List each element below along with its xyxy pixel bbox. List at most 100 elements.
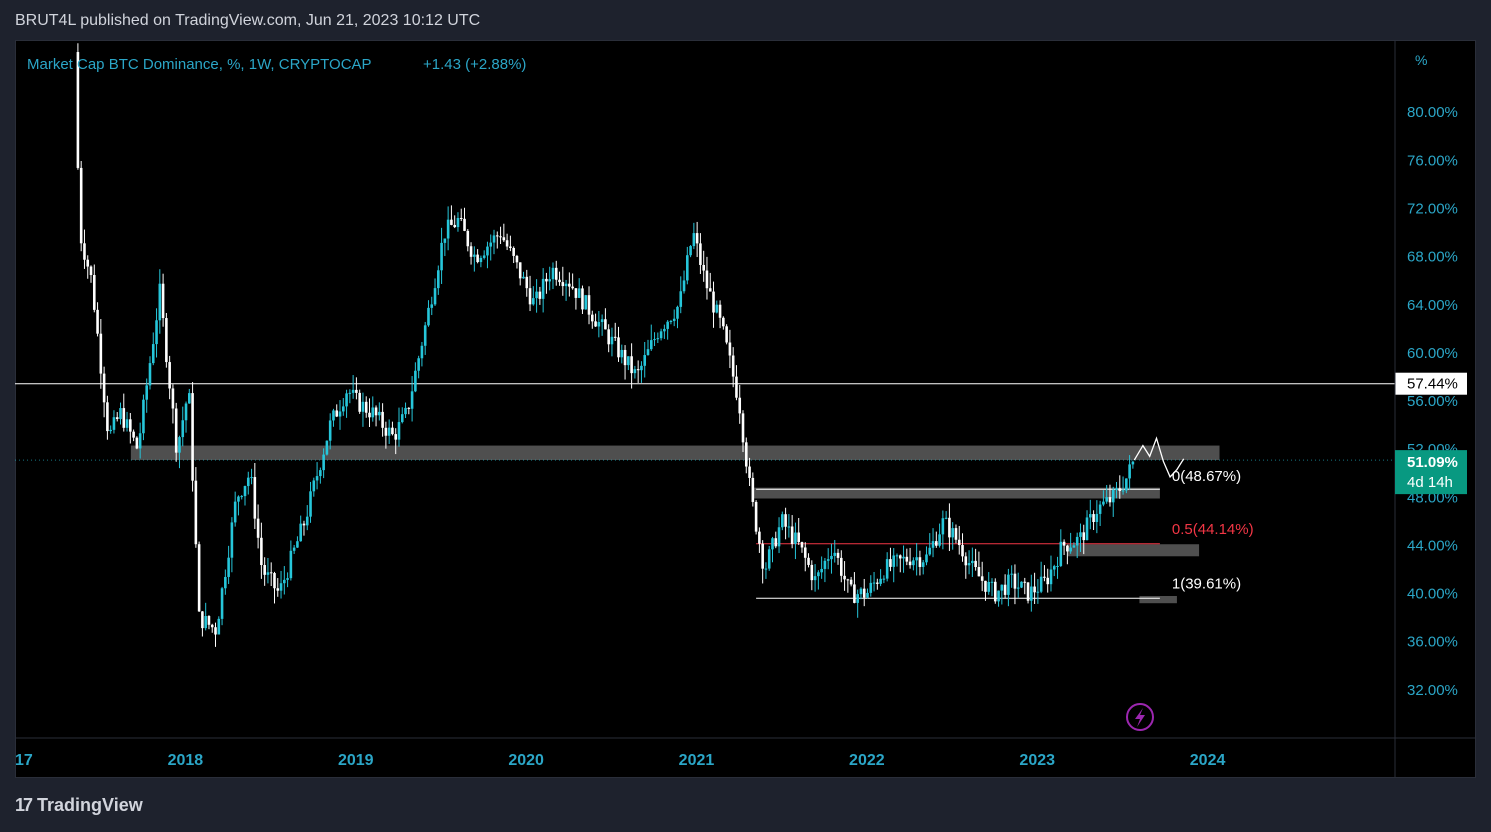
candle [830, 543, 833, 574]
candle [718, 300, 722, 329]
zone-3[interactable] [1067, 544, 1200, 557]
candle [492, 229, 496, 255]
candle [767, 545, 771, 571]
candle [102, 366, 106, 418]
y-tick-label: 44.00% [1407, 537, 1458, 554]
candle [479, 255, 483, 268]
candle [1108, 484, 1112, 507]
candle [138, 422, 142, 459]
candle [515, 254, 519, 269]
candle [129, 412, 132, 444]
candle [823, 557, 827, 583]
candle [404, 402, 407, 419]
candles-layer [76, 43, 1135, 647]
y-tick-label: 56.00% [1407, 393, 1458, 410]
candle [597, 311, 601, 338]
x-tick-label: 2022 [849, 752, 885, 769]
candle [112, 410, 116, 434]
candle [1052, 564, 1056, 577]
time-axis: 2017 2018 2019 2020 2021 2022 2023 2024 [15, 752, 1225, 769]
btc-dominance-chart[interactable]: 57.44% 0(48.67%) 0.5(44.14%) 1(39.61%) 80.0… [15, 40, 1476, 778]
candle [197, 541, 201, 612]
candle [119, 402, 122, 425]
candle [590, 310, 594, 329]
candle [427, 300, 430, 327]
candle [944, 511, 948, 520]
candle [443, 238, 447, 257]
candle [456, 212, 460, 232]
candle [273, 571, 276, 604]
candle [744, 437, 748, 474]
candle [935, 531, 938, 548]
candle [269, 562, 273, 587]
y-unit-label: % [1415, 52, 1427, 68]
candle [302, 520, 306, 536]
y-tick-label: 64.00% [1407, 297, 1458, 314]
y-tick-label: 72.00% [1407, 200, 1458, 217]
x-tick-label: 2021 [679, 752, 715, 769]
candle [754, 500, 758, 535]
legend-symbol[interactable]: Market Cap BTC Dominance, %, 1W, CRYPTOC… [27, 56, 372, 73]
candle [512, 246, 515, 264]
candle [869, 575, 873, 597]
chart-pane[interactable] [15, 40, 1476, 778]
candle [243, 485, 247, 506]
current-price-tag [1395, 450, 1467, 495]
candle [466, 228, 470, 252]
candle [892, 548, 896, 583]
candle [836, 548, 840, 565]
candle [1115, 481, 1118, 499]
candle [984, 580, 987, 601]
candle [620, 344, 624, 364]
zone-2[interactable] [752, 487, 1160, 499]
bar-countdown-label: 4d 14h [1407, 474, 1453, 491]
candle [630, 343, 633, 389]
candle [122, 393, 126, 432]
candle [951, 522, 954, 550]
candle [826, 548, 830, 570]
candle [260, 522, 263, 579]
candle [1066, 544, 1069, 565]
candle [437, 265, 440, 295]
candle [538, 286, 542, 305]
candle [414, 362, 417, 393]
candle [659, 328, 663, 341]
zone-1[interactable] [130, 445, 1220, 461]
lightning-icon[interactable] [1126, 703, 1154, 731]
current-price-label: 51.09% [1407, 454, 1458, 471]
candle [387, 419, 391, 444]
candle [315, 462, 319, 490]
projection-path[interactable] [1133, 436, 1185, 479]
candle [155, 308, 158, 358]
candle [784, 507, 787, 540]
candle [289, 540, 293, 581]
candle [188, 388, 191, 404]
candle [1082, 524, 1086, 555]
candle [568, 272, 571, 297]
candle [502, 223, 506, 242]
candle [1092, 510, 1095, 531]
candle [266, 558, 270, 584]
candle [705, 256, 709, 300]
candle [1030, 574, 1033, 612]
candle [794, 522, 797, 560]
candle [312, 477, 316, 497]
candle [1023, 577, 1027, 595]
candle [938, 523, 941, 548]
candle [1102, 490, 1105, 507]
candle [505, 233, 509, 251]
tradingview-logo[interactable]: 17 TradingView [15, 795, 143, 816]
candle [417, 355, 420, 379]
y-tick-label: 32.00% [1407, 682, 1458, 699]
candle [584, 294, 588, 310]
candle [469, 242, 473, 265]
projection-layer [1133, 436, 1185, 479]
candle [430, 296, 434, 316]
candle [407, 407, 411, 415]
candle [915, 543, 918, 576]
y-tick-label: 40.00% [1407, 586, 1458, 603]
candle [171, 384, 175, 424]
zone-4[interactable] [1139, 595, 1177, 604]
candle [545, 272, 548, 294]
tv-brand-text: TradingView [37, 795, 143, 815]
